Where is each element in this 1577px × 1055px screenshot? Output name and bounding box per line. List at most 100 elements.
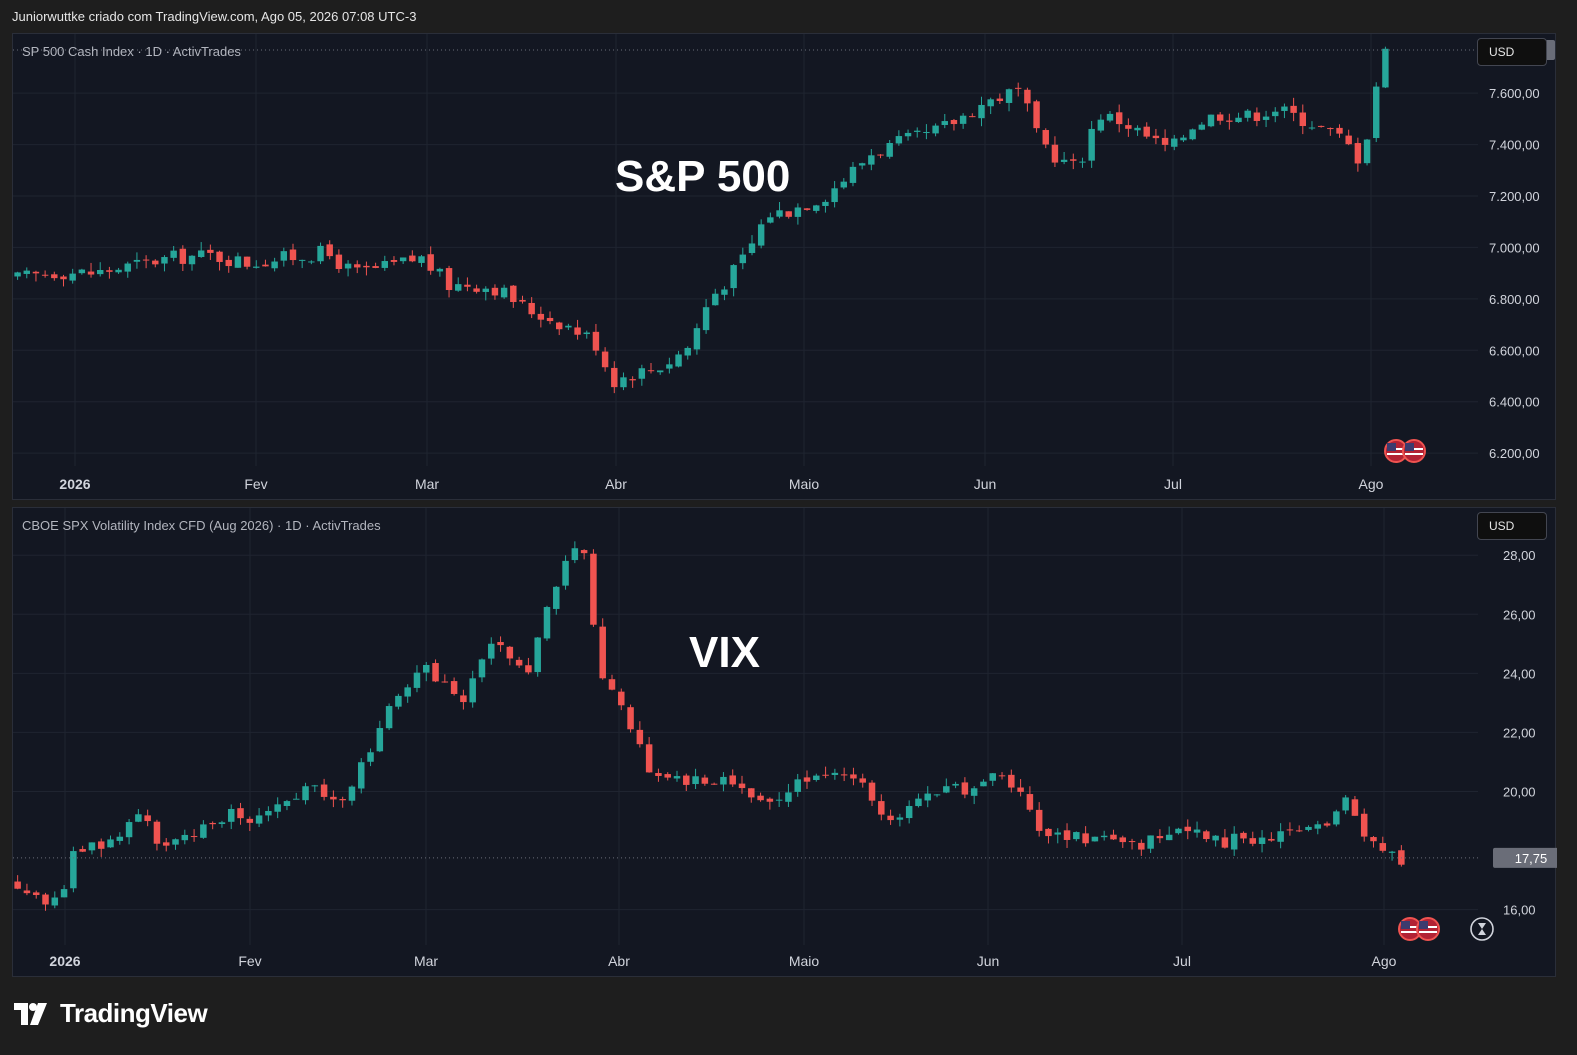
- candle-body: [153, 821, 161, 844]
- us-flag-icon[interactable]: [1383, 438, 1429, 464]
- hourglass-icon[interactable]: [1469, 916, 1495, 942]
- candle-body: [1079, 161, 1086, 163]
- candle-body: [262, 264, 269, 267]
- candle-body: [710, 783, 718, 785]
- candle-body: [441, 681, 449, 683]
- candle-body: [961, 782, 969, 795]
- candle-body: [218, 822, 226, 825]
- candle-body: [767, 217, 774, 223]
- candle-body: [473, 288, 480, 292]
- candle-body: [1088, 128, 1095, 161]
- vix-legend[interactable]: CBOE SPX Volatility Index CFD (Aug 2026)…: [22, 518, 381, 533]
- candle-body: [23, 270, 30, 274]
- candle-body: [265, 810, 272, 816]
- candle-body: [253, 266, 260, 268]
- candle-body: [849, 166, 857, 183]
- x-tick-label: Abr: [608, 953, 630, 969]
- sp500-currency-button[interactable]: USD: [1477, 38, 1547, 66]
- vix-currency-button[interactable]: USD: [1477, 512, 1547, 540]
- vix-chart-pane[interactable]: 28,00 26,00 24,00 22,00 20,00 16,00 2026 Fev Mar…: [12, 507, 1557, 978]
- sp500-legend[interactable]: SP 500 Cash Index · 1D · ActivTrades: [22, 44, 241, 59]
- candle-body: [1106, 113, 1114, 121]
- candle-body: [1317, 125, 1325, 127]
- candle-body: [1125, 125, 1132, 129]
- last-price-box: [1493, 847, 1557, 868]
- candle-body: [859, 778, 866, 783]
- candle-body: [255, 815, 263, 824]
- candle-body: [528, 302, 535, 315]
- candle-body: [106, 270, 113, 272]
- candle-body: [216, 251, 223, 262]
- candle-body: [348, 786, 356, 801]
- candle-body: [636, 729, 644, 745]
- last-price-label: 17,75: [1515, 851, 1548, 866]
- candle-body: [464, 284, 471, 287]
- candle-body: [207, 249, 214, 253]
- candle-body: [537, 313, 545, 320]
- candle-body: [283, 801, 291, 806]
- candle-body: [701, 777, 709, 784]
- vix-chart-svg[interactable]: 28,00 26,00 24,00 22,00 20,00 16,00 2026 Fev Mar…: [13, 508, 1557, 978]
- candle-body: [1070, 159, 1077, 161]
- candle-body: [1198, 124, 1206, 130]
- sp500-chart-pane[interactable]: 7.600,00 7.400,00 7.200,00 7.000,00 6.800,00…: [12, 33, 1556, 500]
- tradingview-footer[interactable]: TradingView: [14, 998, 208, 1029]
- candle-body: [1295, 830, 1303, 832]
- candle-body: [803, 777, 811, 782]
- candle-body: [941, 121, 948, 125]
- candle-body: [1017, 787, 1024, 792]
- candle-body: [289, 249, 297, 261]
- candle-body: [580, 550, 588, 554]
- candle-body: [135, 814, 142, 822]
- x-tick-label: 2026: [49, 953, 80, 969]
- candle-body: [895, 136, 903, 144]
- candle-body: [645, 744, 653, 773]
- candle-body: [1268, 838, 1275, 841]
- candle-body: [592, 331, 600, 351]
- candle-body: [381, 261, 389, 268]
- candle-body: [590, 553, 597, 625]
- candle-body: [78, 269, 86, 274]
- candle-body: [1203, 831, 1210, 840]
- candle-body: [271, 261, 278, 269]
- sp500-chart-svg[interactable]: 7.600,00 7.400,00 7.200,00 7.000,00 6.800,00…: [13, 34, 1557, 501]
- candle-body: [601, 351, 609, 368]
- candle-body: [611, 367, 618, 388]
- candle-body: [766, 798, 774, 802]
- candle-body: [395, 695, 402, 707]
- candle-body: [227, 808, 235, 822]
- candle-body: [60, 889, 68, 898]
- candle-body: [673, 776, 681, 779]
- candle-body: [1314, 824, 1322, 829]
- candle-body: [702, 307, 710, 331]
- candle-body: [1051, 144, 1059, 163]
- candle-body: [1230, 833, 1238, 850]
- candle-body: [627, 707, 634, 730]
- candle-body: [311, 785, 319, 787]
- candle-body: [469, 678, 476, 703]
- candle-body: [1042, 130, 1049, 145]
- candle-body: [280, 251, 288, 261]
- candle-body: [1060, 159, 1068, 162]
- x-tick-label: Jun: [974, 476, 997, 492]
- candle-body: [822, 774, 829, 776]
- candle-body: [583, 332, 590, 335]
- candle-body: [1382, 48, 1389, 88]
- candle-body: [730, 265, 737, 289]
- y-tick-label: 24,00: [1503, 666, 1536, 681]
- y-tick-label: 26,00: [1503, 607, 1536, 622]
- candle-body: [599, 626, 606, 679]
- x-tick-label: Fev: [238, 953, 261, 969]
- candle-body: [432, 663, 439, 682]
- candle-body: [14, 272, 21, 277]
- candle-body: [914, 130, 921, 132]
- us-flag-icon[interactable]: [1397, 916, 1443, 942]
- candle-body: [932, 125, 939, 134]
- candle-body: [404, 687, 411, 697]
- candle-body: [292, 798, 300, 800]
- candle-body: [363, 265, 370, 268]
- candle-body: [497, 642, 504, 646]
- candle-body: [813, 775, 820, 781]
- candle-body: [831, 772, 839, 775]
- candle-body: [748, 788, 755, 798]
